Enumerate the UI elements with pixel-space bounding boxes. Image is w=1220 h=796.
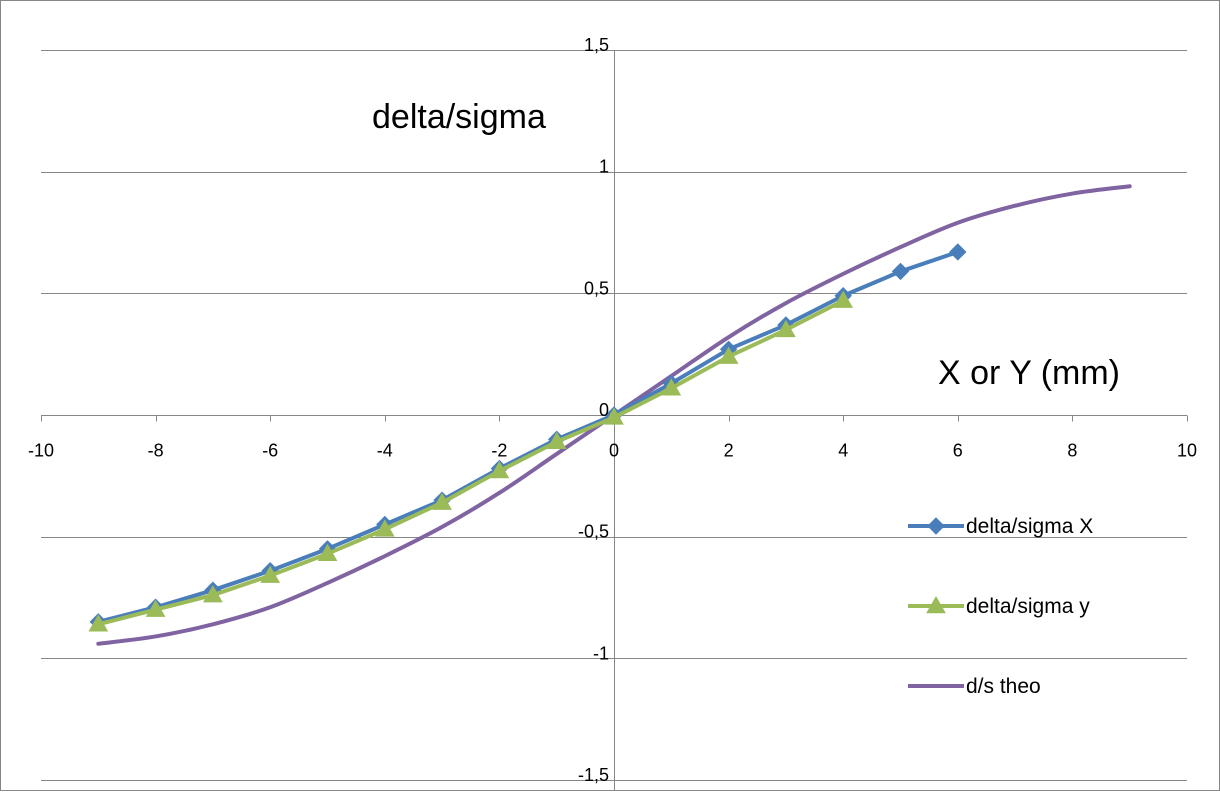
x-tick-label: -2 bbox=[491, 441, 507, 461]
x-tick-label: 10 bbox=[1177, 441, 1197, 461]
data-point bbox=[949, 243, 967, 261]
y-tick-label: -1,5 bbox=[578, 765, 609, 785]
data-point bbox=[489, 460, 510, 479]
legend-label: delta/sigma y bbox=[966, 595, 1090, 618]
y-tick-label: -0,5 bbox=[578, 522, 609, 542]
legend-item: d/s theo bbox=[908, 675, 1041, 698]
data-point bbox=[833, 290, 854, 308]
data-point bbox=[718, 346, 739, 364]
series-line bbox=[96, 298, 846, 627]
legend: delta/sigma X delta/sigma y d/s theo bbox=[908, 515, 1093, 698]
data-point bbox=[88, 614, 109, 632]
x-tick-label: 0 bbox=[609, 441, 619, 461]
legend-item: delta/sigma X bbox=[908, 515, 1093, 538]
x-tick-label: -4 bbox=[377, 441, 393, 461]
x-tick-label: -8 bbox=[148, 441, 164, 461]
y-tick-label: 1 bbox=[599, 157, 609, 177]
data-point bbox=[145, 599, 166, 617]
legend-marker bbox=[926, 595, 946, 614]
x-tick-label: 6 bbox=[953, 441, 963, 461]
data-point bbox=[317, 543, 338, 561]
tick-labels: 1,5 1 0,5 0 -0,5 -1 -1,5 -10 -8 -6 -4 -2 0 2 4 6 8 10 bbox=[28, 35, 1197, 785]
data-point bbox=[891, 262, 910, 281]
data-point bbox=[203, 585, 223, 603]
x-tick-label: 2 bbox=[724, 441, 734, 461]
y-axis-title: delta/sigma bbox=[372, 98, 546, 136]
legend-item: delta/sigma y bbox=[908, 595, 1090, 618]
legend-label: delta/sigma X bbox=[966, 515, 1093, 538]
y-tick-label: 1,5 bbox=[584, 35, 609, 55]
data-point bbox=[546, 431, 567, 450]
data-point bbox=[604, 407, 624, 425]
x-tick-label: 8 bbox=[1067, 441, 1077, 461]
y-tick-label: -1 bbox=[593, 643, 609, 663]
data-point bbox=[374, 519, 395, 537]
x-tick-label: -10 bbox=[28, 441, 54, 461]
y-tick-label: 0 bbox=[599, 400, 609, 420]
data-point bbox=[776, 319, 796, 338]
x-tick-label: -6 bbox=[262, 441, 278, 461]
y-tick-label: 0,5 bbox=[584, 278, 609, 298]
series-1 bbox=[88, 290, 854, 632]
series bbox=[88, 184, 1132, 646]
data-point bbox=[432, 492, 452, 510]
x-axis-title: X or Y (mm) bbox=[938, 354, 1120, 392]
data-point bbox=[661, 378, 682, 396]
x-tick-label: 4 bbox=[838, 441, 848, 461]
series-line bbox=[96, 249, 960, 624]
legend-label: d/s theo bbox=[966, 675, 1041, 698]
data-point bbox=[260, 565, 281, 583]
legend-marker bbox=[927, 517, 945, 535]
